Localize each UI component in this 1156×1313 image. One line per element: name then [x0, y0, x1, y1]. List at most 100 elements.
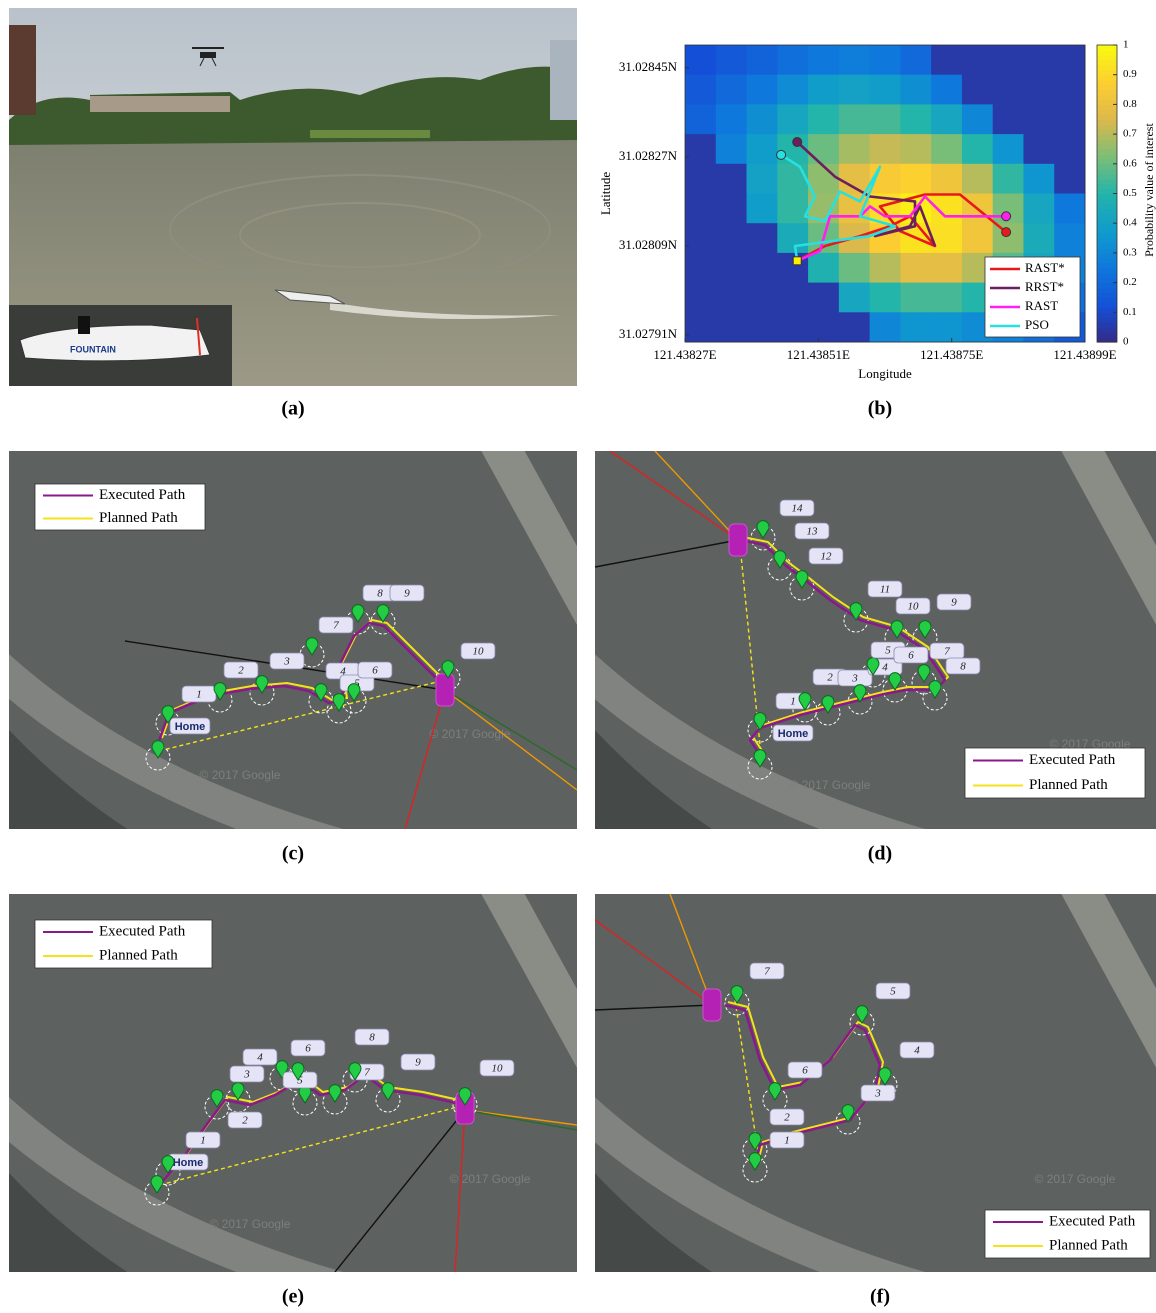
colorbar-tick-label: 0.7 [1123, 128, 1137, 140]
heat-cell [931, 75, 962, 105]
x-tick-label: 121.43875E [920, 347, 983, 362]
heat-cell [1023, 134, 1054, 164]
heat-cell [900, 283, 931, 313]
colorbar-swatch [1097, 109, 1117, 115]
colorbar-swatch [1097, 223, 1117, 229]
colorbar-tick-label: 0 [1123, 336, 1129, 348]
waypoint-label: 1 [196, 689, 202, 701]
legend-label: PSO [1025, 317, 1049, 332]
waypoint-label: 8 [960, 661, 966, 673]
colorbar-tick-label: 0.1 [1123, 306, 1137, 318]
legend-label: RRST* [1025, 279, 1064, 294]
heat-cell [870, 283, 901, 313]
colorbar-swatch [1097, 75, 1117, 81]
heat-cell [1023, 75, 1054, 105]
heat-cell [685, 253, 716, 283]
heat-cell [931, 134, 962, 164]
heat-cell [808, 253, 839, 283]
figure: FOUNTAIN (a) 121.43827E121.43851E121.438… [0, 0, 1156, 1313]
colorbar-swatch [1097, 139, 1117, 145]
waypoint-label: 7 [333, 620, 339, 632]
colorbar-tick-label: 0.5 [1123, 187, 1137, 199]
waypoint-label: 7 [764, 966, 770, 978]
heat-cell [808, 283, 839, 313]
heat-cell [1054, 134, 1085, 164]
waypoint-label: 2 [784, 1112, 790, 1124]
colorbar-swatch [1097, 149, 1117, 155]
panel-label: (e) [282, 1286, 304, 1308]
waypoint-label: 2 [827, 672, 833, 684]
colorbar-swatch [1097, 50, 1117, 56]
heat-cell [839, 75, 870, 105]
colorbar-swatch [1097, 45, 1117, 51]
colorbar-swatch [1097, 268, 1117, 274]
heat-cell [1054, 164, 1085, 194]
heat-cell [900, 45, 931, 75]
colorbar-tick-label: 0.6 [1123, 157, 1137, 169]
heat-cell [1054, 45, 1085, 75]
heat-cell [777, 194, 808, 224]
heat-cell [1054, 104, 1085, 134]
panel-label: (b) [868, 398, 892, 420]
colorbar-swatch [1097, 293, 1117, 299]
heat-cell [747, 253, 778, 283]
heat-cell [747, 45, 778, 75]
colorbar-swatch [1097, 253, 1117, 259]
heat-cell [716, 312, 747, 342]
waypoint-label: Home [175, 721, 206, 733]
watermark: © 2017 Google [1035, 1172, 1116, 1186]
heat-cell [685, 45, 716, 75]
heat-cell [993, 45, 1024, 75]
waypoint-label: 10 [492, 1063, 504, 1075]
heat-cell [931, 253, 962, 283]
waypoint-label: 8 [369, 1032, 375, 1044]
building [550, 40, 577, 120]
heat-cell [839, 134, 870, 164]
waypoint-label: 6 [908, 650, 914, 662]
heat-cell [931, 164, 962, 194]
heat-cell [716, 253, 747, 283]
map-panel: © 2017 Google© 2017 GoogleHome1234567891… [0, 884, 607, 1313]
heat-cell [1054, 75, 1085, 105]
heat-cell [777, 75, 808, 105]
waypoint-label: 3 [283, 656, 290, 668]
legend-label: Planned Path [1029, 777, 1108, 793]
colorbar-swatch [1097, 164, 1117, 170]
heat-cell [716, 45, 747, 75]
heat-cell [993, 164, 1024, 194]
heat-cell [747, 164, 778, 194]
colorbar-swatch [1097, 283, 1117, 289]
heat-cell [962, 134, 993, 164]
y-tick-label: 31.02845N [619, 59, 678, 74]
waypoint-label: 9 [415, 1057, 421, 1069]
heat-cell [900, 75, 931, 105]
heat-cell [685, 134, 716, 164]
waypoint-label: 2 [242, 1115, 248, 1127]
heat-cell [685, 104, 716, 134]
x-tick-label: 121.43827E [653, 347, 716, 362]
map-panel: © 2017 Google© 2017 GoogleHome1234567891… [0, 441, 607, 909]
x-tick-label: 121.43899E [1053, 347, 1116, 362]
heat-cell [993, 75, 1024, 105]
heat-cell [870, 75, 901, 105]
path-marker [1002, 212, 1011, 221]
heat-cell [931, 104, 962, 134]
path-marker [777, 150, 786, 159]
waypoint-label: Home [173, 1157, 204, 1169]
heat-cell [777, 45, 808, 75]
colorbar-swatch [1097, 297, 1117, 303]
colorbar-swatch [1097, 322, 1117, 328]
legend-label: Planned Path [99, 510, 178, 526]
colorbar-swatch [1097, 134, 1117, 140]
heat-cell [777, 164, 808, 194]
y-tick-label: 31.02791N [619, 326, 678, 341]
watermark: © 2017 Google [430, 727, 511, 741]
waypoint-label: 2 [238, 665, 244, 677]
heat-cell [931, 45, 962, 75]
heat-cell [962, 45, 993, 75]
colorbar-tick-label: 1 [1123, 39, 1129, 51]
colorbar-swatch [1097, 80, 1117, 86]
heat-cell [839, 312, 870, 342]
legend-label: Planned Path [99, 947, 178, 963]
